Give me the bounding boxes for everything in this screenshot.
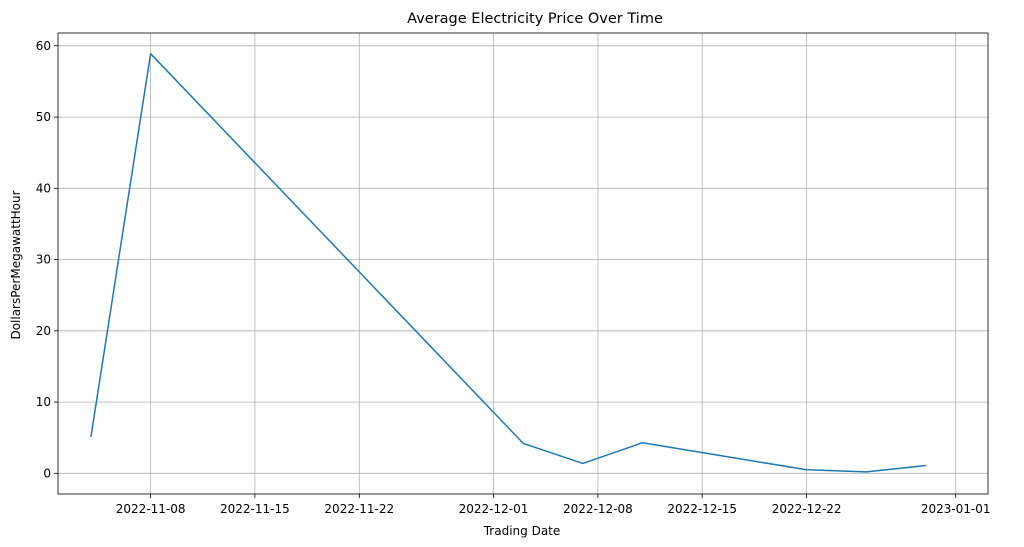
x-tick-label: 2022-11-15	[220, 502, 290, 516]
x-tick-label: 2022-11-22	[324, 502, 394, 516]
y-tick-label: 60	[36, 39, 51, 53]
x-tick-label: 2022-12-01	[459, 502, 529, 516]
y-axis-label: DollarsPerMegawattHour	[9, 190, 23, 339]
y-tick-label: 10	[36, 395, 51, 409]
x-tick-label: 2022-12-15	[667, 502, 737, 516]
x-tick-label: 2022-12-08	[563, 502, 633, 516]
y-tick-label: 50	[36, 110, 51, 124]
y-tick-label: 20	[36, 324, 51, 338]
y-tick-label: 40	[36, 181, 51, 195]
y-tick-label: 30	[36, 253, 51, 267]
x-tick-label: 2023-01-01	[921, 502, 991, 516]
series-layer	[90, 52, 926, 473]
tick-layer: 2022-11-08 2022-11-15 2022-11-22 2022-12-01…	[36, 39, 991, 516]
series-line	[90, 52, 926, 473]
chart-title: Average Electricity Price Over Time	[407, 11, 663, 27]
grid-layer	[58, 33, 988, 494]
x-tick-label: 2022-12-22	[772, 502, 842, 516]
y-tick-label: 0	[43, 466, 51, 480]
plot-frame	[57, 32, 989, 495]
x-axis-label: Trading Date	[483, 524, 561, 538]
x-tick-label: 2022-11-08	[116, 502, 186, 516]
